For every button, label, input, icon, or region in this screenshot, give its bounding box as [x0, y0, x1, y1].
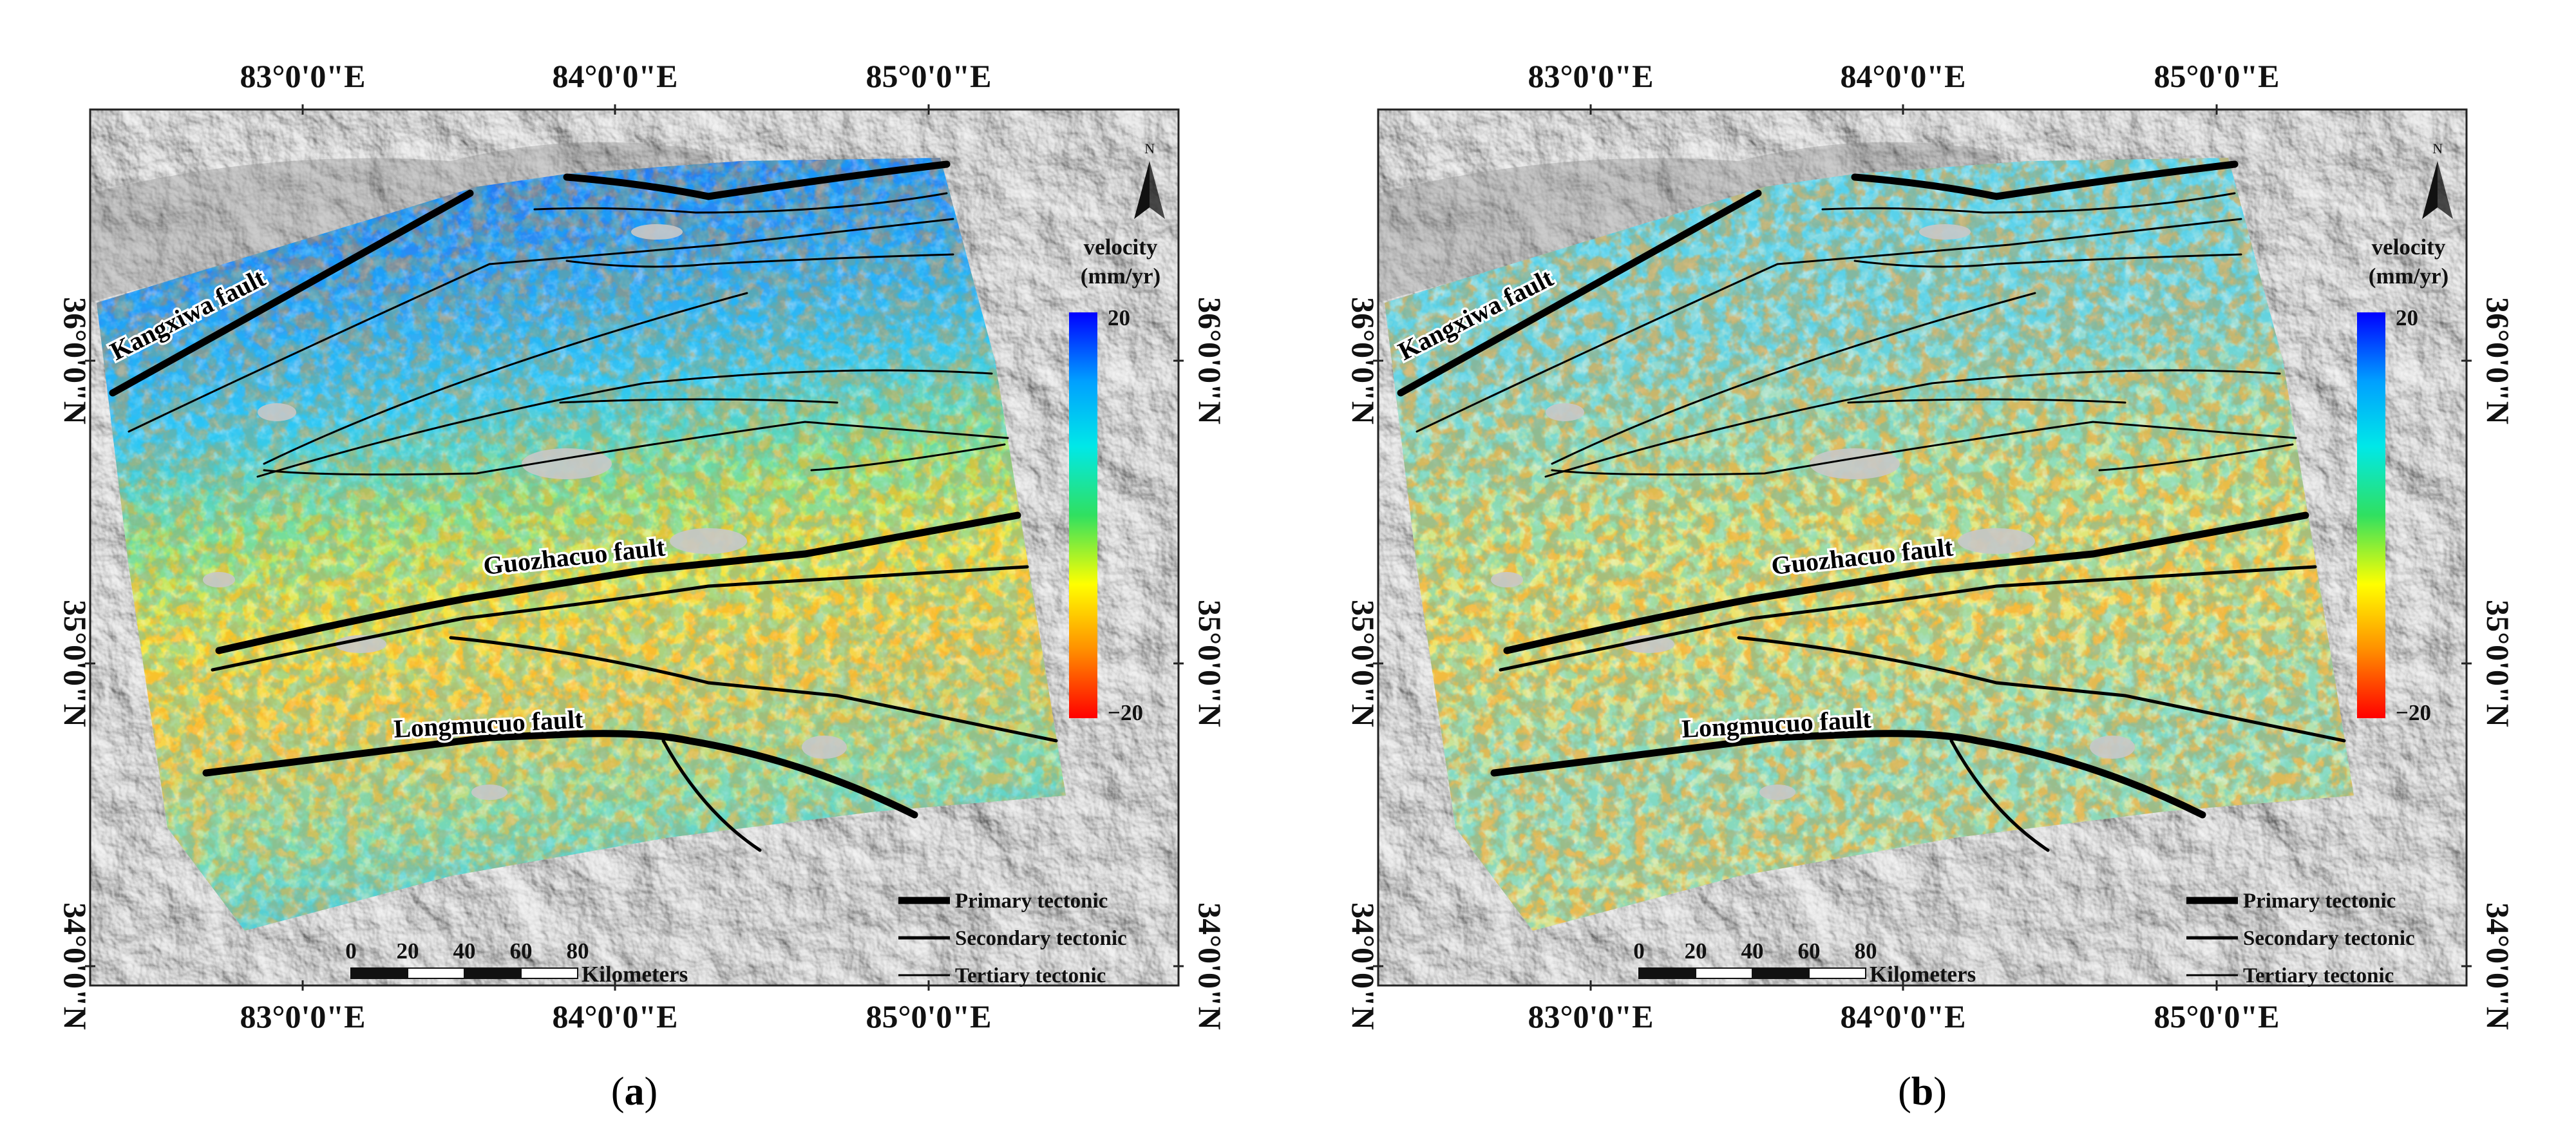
scale-tick-label: 40 [1741, 938, 1764, 964]
bottom-lon-tick-label: 85°0'0"E [866, 998, 992, 1034]
scale-tick-label: 20 [397, 938, 419, 964]
scale-tick-label: 80 [567, 938, 589, 964]
scale-tick-label: 0 [345, 938, 357, 964]
right-lat-tick-label: 36°0'0"N [2480, 297, 2516, 424]
fault-legend: Primary tectonic Secondary tectonic Tertia… [2186, 890, 2415, 987]
left-lat-tick-label: 34°0'0"N [57, 902, 93, 1030]
colorbar-min-label: −20 [2396, 700, 2431, 725]
scale-tick-label: 0 [1633, 938, 1645, 964]
legend-entry: Primary tectonic [955, 890, 1108, 913]
top-lon-tick-label: 84°0'0"E [553, 58, 678, 94]
right-lat-tick-label: 35°0'0"N [2480, 600, 2516, 727]
right-lat-tick-label: 35°0'0"N [1192, 600, 1228, 727]
top-lon-tick-label: 83°0'0"E [1528, 58, 1654, 94]
panel-caption-letter: b [1911, 1070, 1933, 1114]
map-frame [1377, 108, 2468, 987]
scale-tick-label: 60 [510, 938, 533, 964]
map-frame [89, 108, 1180, 987]
north-arrow-icon: N [2422, 140, 2453, 219]
legend-entry: Tertiary tectonic [955, 964, 1106, 987]
colorbar-title-line2: (mm/yr) [2369, 263, 2448, 289]
fault-lines [109, 160, 1058, 852]
left-lat-tick-label: 34°0'0"N [1345, 902, 1381, 1030]
panel-caption: (b) [1898, 1070, 1947, 1114]
top-lon-tick-label: 85°0'0"E [2154, 58, 2280, 94]
colorbar-max-label: 20 [2396, 305, 2418, 330]
north-label: N [2432, 140, 2443, 157]
colorbar-title-line1: velocity [2372, 234, 2446, 260]
legend-entry: Secondary tectonic [955, 927, 1127, 950]
bottom-lon-tick-label: 83°0'0"E [1528, 998, 1654, 1034]
panel-caption-letter: a [625, 1070, 645, 1114]
left-lat-tick-label: 36°0'0"N [1345, 297, 1381, 424]
scale-tick-label: 80 [1855, 938, 1877, 964]
bottom-lon-tick-label: 84°0'0"E [553, 998, 678, 1034]
top-lon-tick-label: 85°0'0"E [866, 58, 992, 94]
fault-legend: Primary tectonic Secondary tectonic Tertia… [898, 890, 1127, 987]
graticule-labels: 83°0'0"E 83°0'0"E 84°0'0"E 84°0'0"E 85°0'0"E… [1345, 58, 2516, 1034]
colorbar-title-line1: velocity [1084, 234, 1158, 260]
legend-entry: Secondary tectonic [2243, 927, 2415, 950]
top-lon-tick-label: 84°0'0"E [1841, 58, 1966, 94]
scale-unit-label: Kilometers [1870, 962, 1976, 987]
colorbar-title-line2: (mm/yr) [1081, 263, 1160, 289]
right-lat-tick-label: 36°0'0"N [1192, 297, 1228, 424]
right-lat-tick-label: 34°0'0"N [1192, 902, 1228, 1030]
fault-lines [1397, 160, 2346, 852]
right-lat-tick-label: 34°0'0"N [2480, 902, 2516, 1030]
colorbar-min-label: −20 [1108, 700, 1143, 725]
legend-entry: Tertiary tectonic [2243, 964, 2394, 987]
velocity-field [1385, 158, 2354, 931]
scale-tick-label: 40 [453, 938, 476, 964]
scale-tick-label: 20 [1685, 938, 1707, 964]
top-lon-tick-label: 83°0'0"E [240, 58, 366, 94]
colorbar-ramp [2357, 312, 2385, 718]
bottom-lon-tick-label: 83°0'0"E [240, 998, 366, 1034]
bottom-lon-tick-label: 85°0'0"E [2154, 998, 2280, 1034]
panel-caption: (a) [611, 1070, 658, 1114]
bottom-lon-tick-label: 84°0'0"E [1841, 998, 1966, 1034]
velocity-field [97, 158, 1066, 931]
left-lat-tick-label: 36°0'0"N [57, 297, 93, 424]
left-lat-tick-label: 35°0'0"N [57, 600, 93, 727]
colorbar: velocity (mm/yr) 20 −20 [2357, 234, 2448, 725]
colorbar-ramp [1069, 312, 1097, 718]
scale-tick-label: 60 [1798, 938, 1821, 964]
graticule-labels: 83°0'0"E 83°0'0"E 84°0'0"E 84°0'0"E 85°0'0"E… [57, 58, 1228, 1034]
colorbar: velocity (mm/yr) 20 −20 [1069, 234, 1160, 725]
north-label: N [1144, 140, 1155, 157]
left-lat-tick-label: 35°0'0"N [1345, 600, 1381, 727]
scale-unit-label: Kilometers [582, 962, 688, 987]
north-arrow-icon: N [1134, 140, 1165, 219]
colorbar-max-label: 20 [1108, 305, 1130, 330]
legend-entry: Primary tectonic [2243, 890, 2396, 913]
